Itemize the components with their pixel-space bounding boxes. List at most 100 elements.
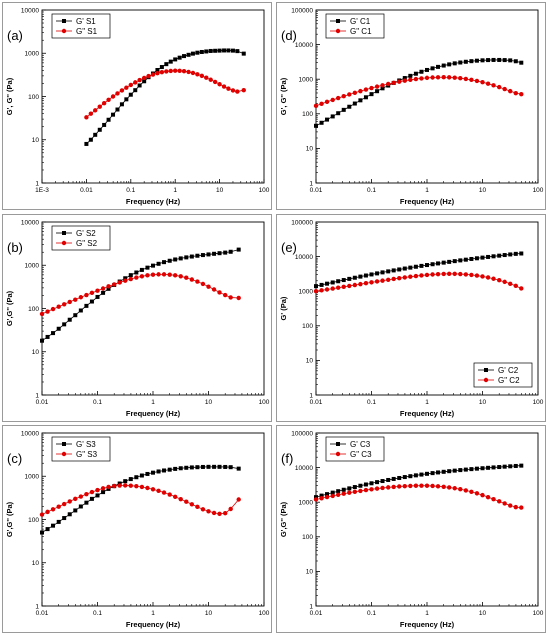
data-point: [204, 49, 209, 54]
legend-marker: [62, 19, 66, 23]
series-g-double-prime: [39, 272, 241, 317]
y-tick-label: 100: [302, 111, 313, 118]
data-point: [386, 277, 391, 282]
series-g-double-prime: [84, 68, 246, 120]
data-point: [150, 272, 156, 277]
panel-a: 1E-3 0.01 0.1 1 10 100 1 10 100 1000 10000 Frequenc…: [2, 2, 272, 210]
panel-f: 0.01 0.1 1 10 100 1 10 100 1000 10000 100000 Freque…: [276, 425, 546, 633]
legend: G' S2G" S2: [51, 225, 111, 251]
x-tick-label: 1E-3: [35, 187, 49, 194]
y-tick-label: 10: [32, 349, 40, 356]
data-point: [485, 81, 491, 86]
data-point: [363, 281, 369, 286]
data-point: [325, 117, 330, 122]
x-axis-title: Frequency (Hz): [400, 409, 455, 418]
data-point: [228, 506, 233, 512]
legend-label: G" S3: [76, 450, 98, 459]
data-point: [430, 66, 435, 71]
data-point: [469, 467, 474, 472]
data-point: [508, 464, 513, 469]
legend-marker: [484, 368, 488, 372]
data-point: [491, 57, 496, 62]
data-point: [324, 99, 330, 105]
chart-svg: 0.01 0.1 1 10 100 1 10 100 1000 10000 Frequency (H…: [2, 425, 272, 633]
data-point: [369, 280, 374, 285]
y-tick-label: 1000: [299, 77, 314, 84]
data-point: [513, 283, 518, 289]
data-point: [491, 465, 496, 470]
data-point: [89, 496, 94, 501]
data-point: [56, 304, 61, 309]
data-point: [195, 465, 200, 470]
data-point: [480, 466, 485, 471]
data-point: [39, 311, 45, 317]
data-point: [212, 464, 217, 469]
data-point: [139, 267, 144, 272]
data-point: [497, 57, 502, 62]
data-point: [206, 284, 211, 289]
data-point: [115, 107, 120, 112]
data-point: [236, 466, 241, 471]
x-tick-label: 0.01: [36, 610, 49, 617]
data-point: [369, 92, 374, 97]
data-point: [502, 464, 507, 469]
data-point: [106, 284, 111, 289]
data-point: [347, 104, 352, 109]
data-point: [199, 73, 205, 79]
data-point: [217, 511, 222, 517]
panel-label: (e): [281, 240, 297, 255]
data-point: [137, 83, 142, 88]
y-tick-label: 1: [309, 180, 313, 187]
data-point: [200, 253, 205, 258]
panel-b: 0.01 0.1 1 10 100 1 10 100 1000 10000 Frequency (H…: [2, 214, 272, 422]
data-point: [425, 67, 429, 72]
y-axis-title: G',G'' (Pa): [5, 501, 14, 537]
data-point: [436, 470, 441, 475]
data-point: [419, 76, 424, 81]
legend-box: [51, 436, 111, 462]
data-point: [223, 510, 228, 516]
data-point: [167, 492, 172, 497]
data-point: [352, 275, 357, 280]
data-point: [156, 261, 161, 266]
data-point: [139, 473, 144, 478]
data-point: [173, 68, 178, 73]
data-point: [380, 278, 385, 283]
data-point: [480, 58, 485, 63]
y-tick-label: 1: [35, 180, 39, 187]
legend-label: G" C2: [498, 376, 520, 385]
y-tick-label: 1: [309, 603, 313, 610]
data-point: [486, 465, 491, 470]
data-point: [45, 334, 50, 339]
data-point: [145, 485, 150, 491]
data-point: [199, 49, 204, 54]
legend-box: [325, 13, 385, 39]
data-point: [150, 72, 156, 77]
data-point: [330, 286, 335, 291]
data-point: [195, 504, 200, 510]
data-point: [341, 487, 346, 492]
data-point: [128, 273, 133, 278]
y-tick-label: 10: [306, 358, 314, 365]
data-point: [325, 492, 330, 497]
y-tick-label: 1: [309, 392, 313, 399]
chart-svg: 0.01 0.1 1 10 100 1 10 100 1000 10000 100000 Freque…: [276, 214, 546, 422]
y-tick-label: 1000: [299, 289, 314, 296]
data-point: [150, 487, 156, 492]
x-tick-label: 0.1: [93, 610, 102, 617]
data-point: [190, 51, 195, 56]
data-point: [380, 270, 385, 275]
data-point: [112, 483, 117, 489]
y-tick-label: 100: [302, 323, 313, 330]
data-point: [93, 108, 98, 113]
data-point: [397, 475, 402, 480]
data-point: [408, 73, 413, 78]
data-point: [474, 256, 479, 261]
data-point: [134, 270, 139, 275]
data-point: [502, 279, 507, 285]
data-point: [347, 490, 352, 495]
data-point: [73, 508, 78, 513]
y-tick-label: 100000: [291, 219, 313, 226]
data-point: [363, 87, 369, 92]
data-point: [491, 497, 496, 502]
